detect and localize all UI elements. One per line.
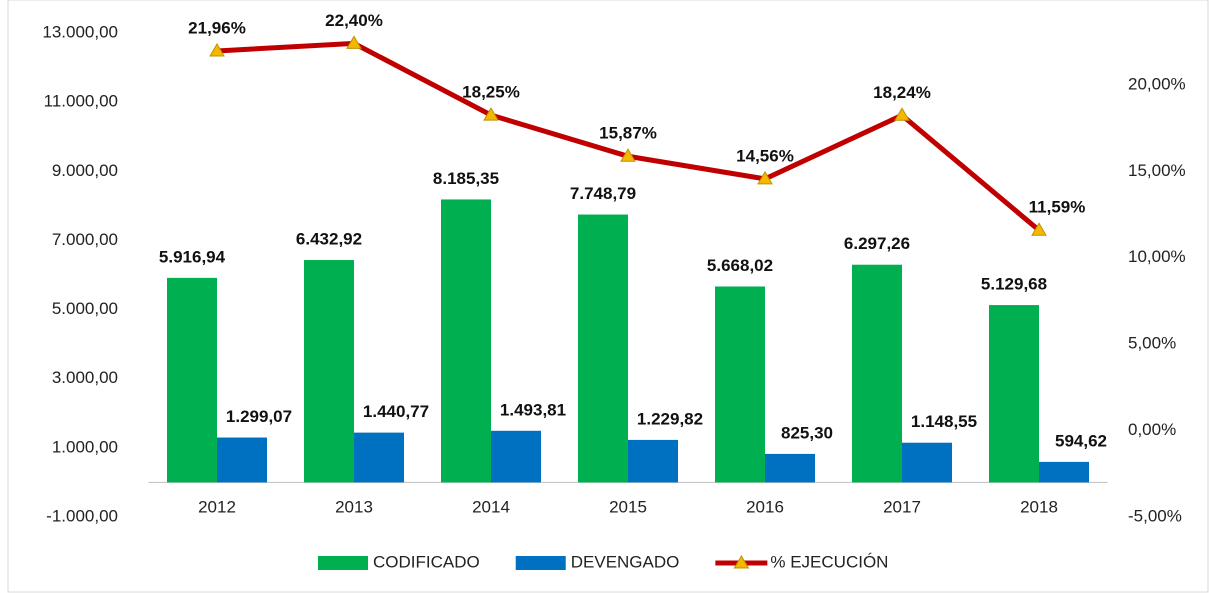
x-tick-label: 2012 — [198, 497, 236, 516]
y-tick-label: 7.000,00 — [52, 230, 118, 249]
legend-label: DEVENGADO — [571, 552, 680, 571]
bar — [354, 432, 404, 483]
bar — [902, 442, 952, 483]
line-marker — [483, 107, 499, 121]
data-label: 15,87% — [599, 124, 657, 143]
bar — [167, 277, 217, 483]
data-label: 8.185,35 — [433, 169, 499, 188]
y-tick-label: 13.000,00 — [42, 22, 118, 41]
data-label: 825,30 — [781, 423, 833, 442]
line-marker — [1031, 222, 1047, 236]
bar — [1039, 461, 1089, 483]
y-tick-label: 11.000,00 — [44, 92, 118, 111]
data-label: 5.668,02 — [707, 256, 773, 275]
line-marker — [620, 148, 636, 162]
bar — [217, 437, 267, 483]
data-label: 1.148,55 — [911, 412, 977, 431]
bar — [491, 430, 541, 483]
bar — [628, 439, 678, 483]
y-tick-label: 3.000,00 — [52, 368, 118, 387]
y2-tick-label: 5,00% — [1128, 334, 1176, 353]
y2-tick-label: -5,00% — [1128, 506, 1182, 525]
y2-tick-label: 10,00% — [1128, 247, 1186, 266]
data-label: 5.916,94 — [159, 247, 226, 266]
x-tick-label: 2014 — [472, 497, 510, 516]
bar — [852, 264, 902, 483]
data-label: 7.748,79 — [570, 184, 636, 203]
data-label: 6.432,92 — [296, 230, 362, 249]
y-tick-label: 5.000,00 — [52, 299, 118, 318]
y2-tick-label: 20,00% — [1128, 74, 1186, 93]
bar — [578, 214, 628, 483]
line-marker — [894, 107, 910, 121]
y2-tick-label: 15,00% — [1128, 161, 1186, 180]
legend-swatch — [515, 556, 566, 570]
legend-label: CODIFICADO — [373, 552, 480, 571]
data-label: 1.229,82 — [637, 409, 703, 428]
x-tick-label: 2017 — [883, 497, 921, 516]
y-tick-label: -1.000,00 — [46, 506, 118, 525]
x-tick-label: 2016 — [746, 497, 784, 516]
data-label: 1.299,07 — [226, 407, 292, 426]
data-label: 18,25% — [462, 83, 520, 102]
legend-label: % EJECUCIÓN — [770, 552, 888, 571]
data-label: 22,40% — [325, 11, 383, 30]
bar — [304, 260, 354, 483]
line-marker — [346, 35, 362, 49]
data-label: 11,59% — [1029, 198, 1086, 217]
y-tick-label: 1.000,00 — [52, 437, 118, 456]
legend-swatch — [318, 556, 368, 570]
data-label: 5.129,68 — [981, 275, 1047, 294]
x-tick-label: 2018 — [1020, 497, 1058, 516]
x-tick-label: 2015 — [609, 497, 647, 516]
data-label: 6.297,26 — [844, 234, 910, 253]
legend-marker — [733, 555, 750, 569]
line-marker — [209, 42, 225, 57]
bar — [441, 199, 491, 483]
y2-tick-label: 0,00% — [1128, 420, 1176, 439]
data-label: 594,62 — [1055, 431, 1107, 450]
bar — [715, 286, 765, 483]
data-label: 14,56% — [736, 146, 794, 165]
data-label: 18,24% — [873, 83, 931, 102]
bar — [989, 305, 1039, 483]
data-label: 1.440,77 — [363, 402, 429, 421]
line-marker — [757, 170, 773, 185]
bar — [765, 453, 815, 483]
data-label: 1.493,81 — [500, 400, 566, 419]
x-tick-label: 2013 — [335, 497, 373, 516]
data-label: 21,96% — [188, 18, 246, 37]
y-tick-label: 9.000,00 — [52, 161, 118, 180]
